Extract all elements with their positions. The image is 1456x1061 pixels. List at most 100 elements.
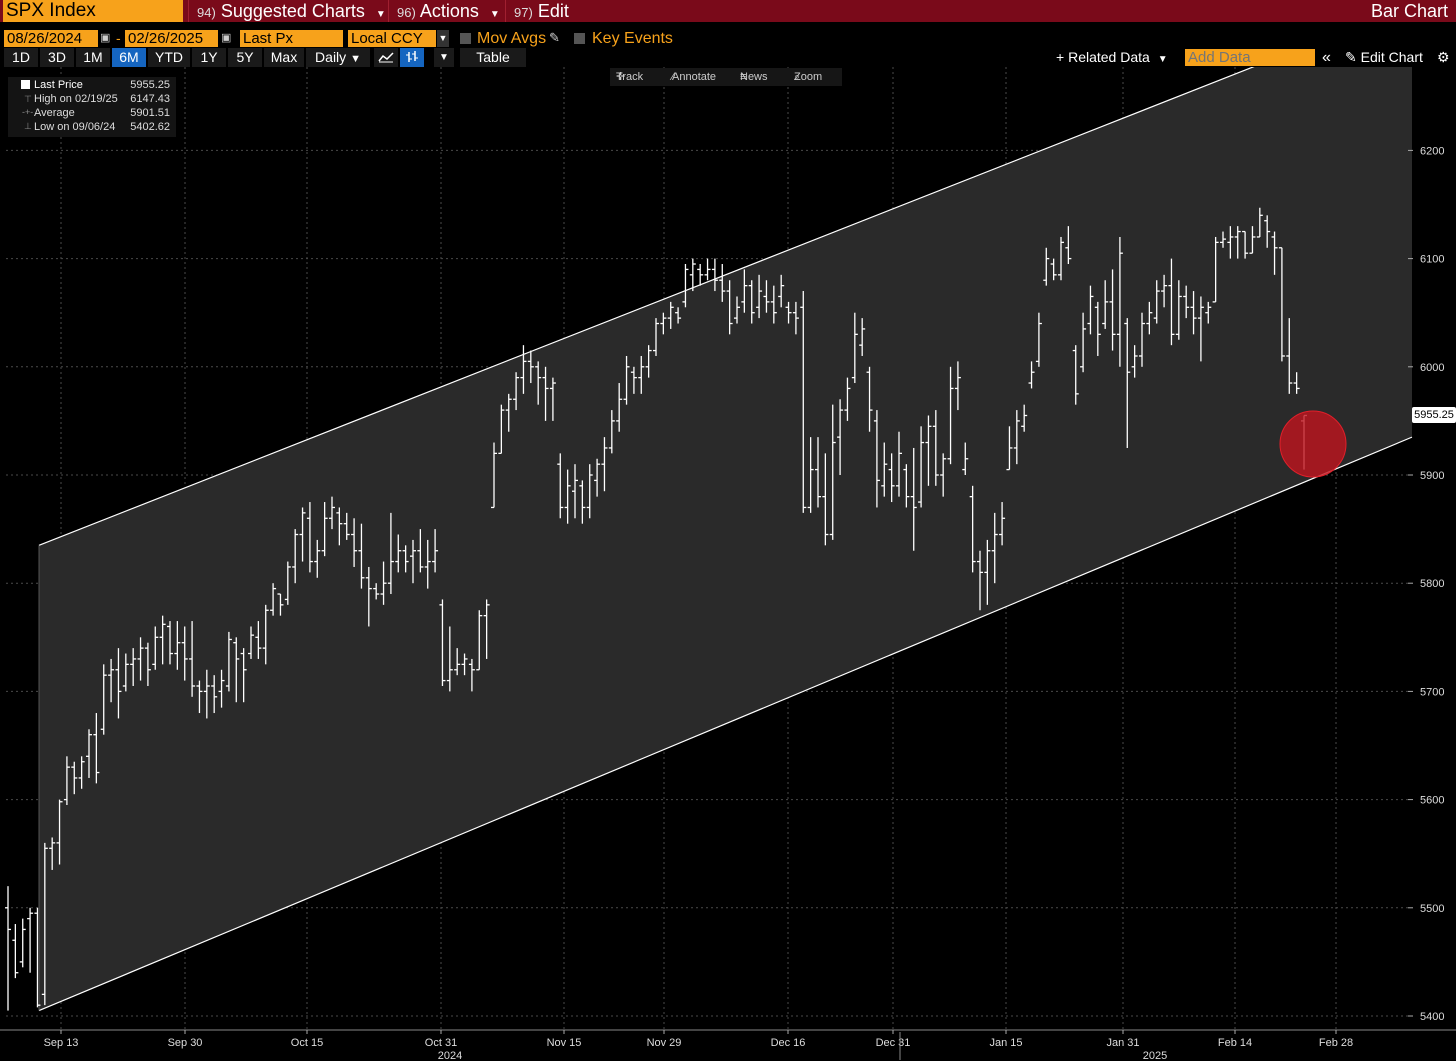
range-button-1y[interactable]: 1Y bbox=[192, 48, 226, 67]
legend-value-high: 6147.43 bbox=[130, 93, 170, 105]
edit-chart-button[interactable]: ✎ Edit Chart bbox=[1345, 48, 1423, 67]
ohlc-bar bbox=[572, 464, 578, 519]
ohlc-bar bbox=[748, 280, 755, 324]
chart-tool-strip: ✛ Track ⁄ Annotate ≡ News ⌕ Zoom bbox=[610, 68, 842, 86]
ohlc-bar bbox=[1205, 301, 1212, 324]
ohlc-bar bbox=[623, 355, 630, 405]
ohlc-bar bbox=[314, 539, 321, 578]
line-chart-icon[interactable] bbox=[374, 48, 398, 67]
related-data-button[interactable]: + Related Data ▼ bbox=[1056, 48, 1168, 67]
y-tick-label: 5500 bbox=[1420, 903, 1444, 915]
price-chart[interactable]: 5400 5500 5600 5700 5800 5900 6000 6100 6200 Sep… bbox=[0, 67, 1456, 1061]
ohlc-bar bbox=[630, 366, 637, 394]
chevron-down-icon[interactable]: ▼ bbox=[434, 48, 454, 67]
key-events-checkbox[interactable] bbox=[574, 33, 585, 44]
ohlc-bar bbox=[181, 626, 188, 681]
caret-down-icon: ▼ bbox=[489, 9, 500, 20]
x-axis: Sep 13 Sep 30 Oct 15 Oct 31 Nov 15 Nov 29 Dec … bbox=[0, 1029, 1456, 1061]
ohlc-bar bbox=[903, 464, 910, 508]
ohlc-bar bbox=[711, 258, 718, 292]
legend-swatch[interactable] bbox=[21, 80, 30, 89]
x-tick-label: Sep 13 bbox=[44, 1037, 79, 1049]
ohlc-bar bbox=[1161, 274, 1168, 308]
ohlc-bar bbox=[424, 539, 431, 589]
ohlc-bar bbox=[1035, 312, 1042, 367]
ohlc-bar bbox=[86, 729, 92, 778]
ohlc-bar bbox=[837, 399, 844, 475]
ohlc-bar bbox=[483, 599, 490, 659]
ohlc-bar bbox=[792, 301, 799, 335]
range-button-3d[interactable]: 3D bbox=[40, 48, 74, 67]
range-button-ytd[interactable]: YTD bbox=[148, 48, 190, 67]
ohlc-bar bbox=[78, 756, 85, 789]
x-tick-label: Feb 14 bbox=[1218, 1037, 1252, 1049]
actions-menu[interactable]: 96) Actions ▼ bbox=[388, 0, 504, 22]
ohlc-bar bbox=[174, 621, 181, 670]
ohlc-bar bbox=[1109, 269, 1116, 351]
x-tick-label: Dec 31 bbox=[876, 1037, 911, 1049]
ohlc-bar bbox=[240, 648, 247, 703]
ohlc-bar bbox=[1286, 318, 1293, 394]
bar-chart-icon[interactable] bbox=[400, 48, 424, 67]
pencil-icon[interactable]: ✎ bbox=[549, 30, 560, 45]
ohlc-bar bbox=[1278, 247, 1285, 362]
currency-selector[interactable]: Local CCY bbox=[348, 30, 436, 47]
ohlc-bar bbox=[1072, 345, 1079, 405]
calendar-icon[interactable]: ▣ bbox=[100, 32, 111, 44]
menu-number: 94) bbox=[197, 5, 216, 20]
ohlc-bar bbox=[1116, 236, 1123, 367]
frequency-dropdown[interactable]: Daily ▼ bbox=[306, 48, 370, 67]
ohlc-bar bbox=[270, 583, 277, 616]
ohlc-bar bbox=[1168, 258, 1175, 346]
start-date-field[interactable]: 08/26/2024 bbox=[4, 30, 98, 47]
ohlc-bar bbox=[351, 518, 358, 567]
ohlc-bar bbox=[417, 529, 424, 573]
ohlc-bar bbox=[682, 264, 689, 308]
ohlc-bar bbox=[108, 658, 115, 703]
range-button-5y[interactable]: 5Y bbox=[228, 48, 262, 67]
key-events-label[interactable]: Key Events bbox=[592, 30, 673, 47]
ohlc-bar bbox=[977, 550, 983, 611]
menu-number: 97) bbox=[514, 5, 533, 20]
caret-down-icon: ▼ bbox=[375, 9, 386, 20]
ohlc-bar bbox=[557, 453, 564, 519]
range-button-6m[interactable]: 6M bbox=[112, 48, 146, 67]
mov-avgs-checkbox[interactable] bbox=[460, 33, 471, 44]
settings-icon[interactable]: ⚙ bbox=[1437, 49, 1450, 65]
calendar-icon[interactable]: ▣ bbox=[221, 32, 232, 44]
ohlc-bar bbox=[726, 280, 733, 335]
edit-menu[interactable]: 97) Edit ▼ bbox=[505, 0, 589, 44]
field-selector[interactable]: Last Px bbox=[240, 30, 343, 47]
collapse-icon[interactable]: « bbox=[1322, 49, 1331, 66]
ohlc-bar bbox=[844, 377, 851, 421]
magnifier-icon: ⌕ bbox=[794, 71, 801, 83]
chevron-down-icon[interactable]: ▼ bbox=[437, 30, 449, 47]
caret-down-icon: ▼ bbox=[350, 53, 361, 65]
y-tick-label: 5700 bbox=[1420, 686, 1444, 698]
table-button[interactable]: Table bbox=[460, 48, 526, 67]
range-button-1d[interactable]: 1D bbox=[4, 48, 38, 67]
y-tick-label: 5800 bbox=[1420, 578, 1444, 590]
ohlc-bar bbox=[1058, 236, 1064, 281]
add-data-input[interactable] bbox=[1185, 49, 1315, 66]
news-icon: ≡ bbox=[740, 71, 747, 83]
suggested-charts-menu[interactable]: 94) Suggested Charts ▼ bbox=[188, 0, 386, 22]
ohlc-bar bbox=[697, 264, 704, 286]
end-date-field[interactable]: 02/26/2025 bbox=[125, 30, 218, 47]
mov-avgs-label[interactable]: Mov Avgs bbox=[477, 30, 547, 47]
ticker-field[interactable]: SPX Index bbox=[3, 0, 183, 22]
ohlc-bar bbox=[608, 410, 615, 454]
ohlc-bar bbox=[1227, 226, 1234, 259]
caret-down-icon: ▼ bbox=[1157, 54, 1168, 65]
ohlc-bar bbox=[380, 561, 387, 605]
ohlc-bar bbox=[675, 307, 682, 324]
ohlc-bar bbox=[1256, 207, 1263, 238]
range-button-1m[interactable]: 1M bbox=[76, 48, 110, 67]
ohlc-bar bbox=[1131, 345, 1138, 378]
x-tick-label: Jan 15 bbox=[989, 1037, 1022, 1049]
range-button-max[interactable]: Max bbox=[264, 48, 304, 67]
ohlc-bar bbox=[1190, 291, 1197, 335]
ohlc-bar bbox=[365, 566, 372, 627]
ohlc-bar bbox=[432, 529, 439, 573]
ohlc-bar bbox=[461, 653, 468, 676]
